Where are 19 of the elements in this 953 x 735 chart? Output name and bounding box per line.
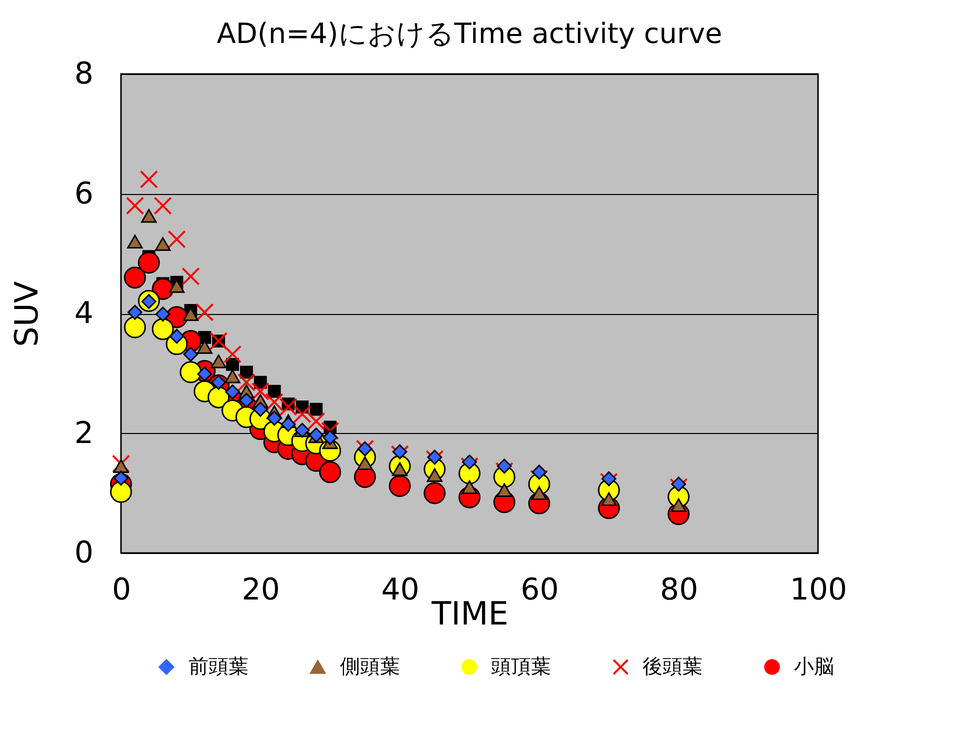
legend-label: 前頭葉: [188, 654, 248, 678]
y-tick-label: 6: [74, 176, 94, 212]
y-tick-label: 0: [74, 536, 94, 570]
x-tick-label: 100: [790, 572, 848, 608]
x-tick-label: 80: [660, 572, 698, 608]
x-tick-label: 60: [520, 572, 559, 608]
x-tick-label: 40: [381, 572, 420, 608]
y-tick-label: 2: [74, 416, 94, 451]
y-tick-label: 4: [74, 296, 94, 331]
x-tick-label: 0: [112, 572, 132, 608]
x-tick-label: 20: [242, 572, 280, 608]
legend-label: 後頭葉: [642, 654, 703, 678]
y-tick-label: 8: [74, 56, 94, 92]
y-axis-title: SUV: [7, 281, 46, 347]
chart-title: AD(n=4)におけるTime activity curve: [216, 17, 722, 50]
legend-label: 頭頂葉: [491, 654, 552, 678]
x-axis-title: TIME: [430, 594, 508, 632]
legend-label: 小脳: [794, 654, 834, 678]
legend-label: 側頭葉: [340, 654, 400, 678]
